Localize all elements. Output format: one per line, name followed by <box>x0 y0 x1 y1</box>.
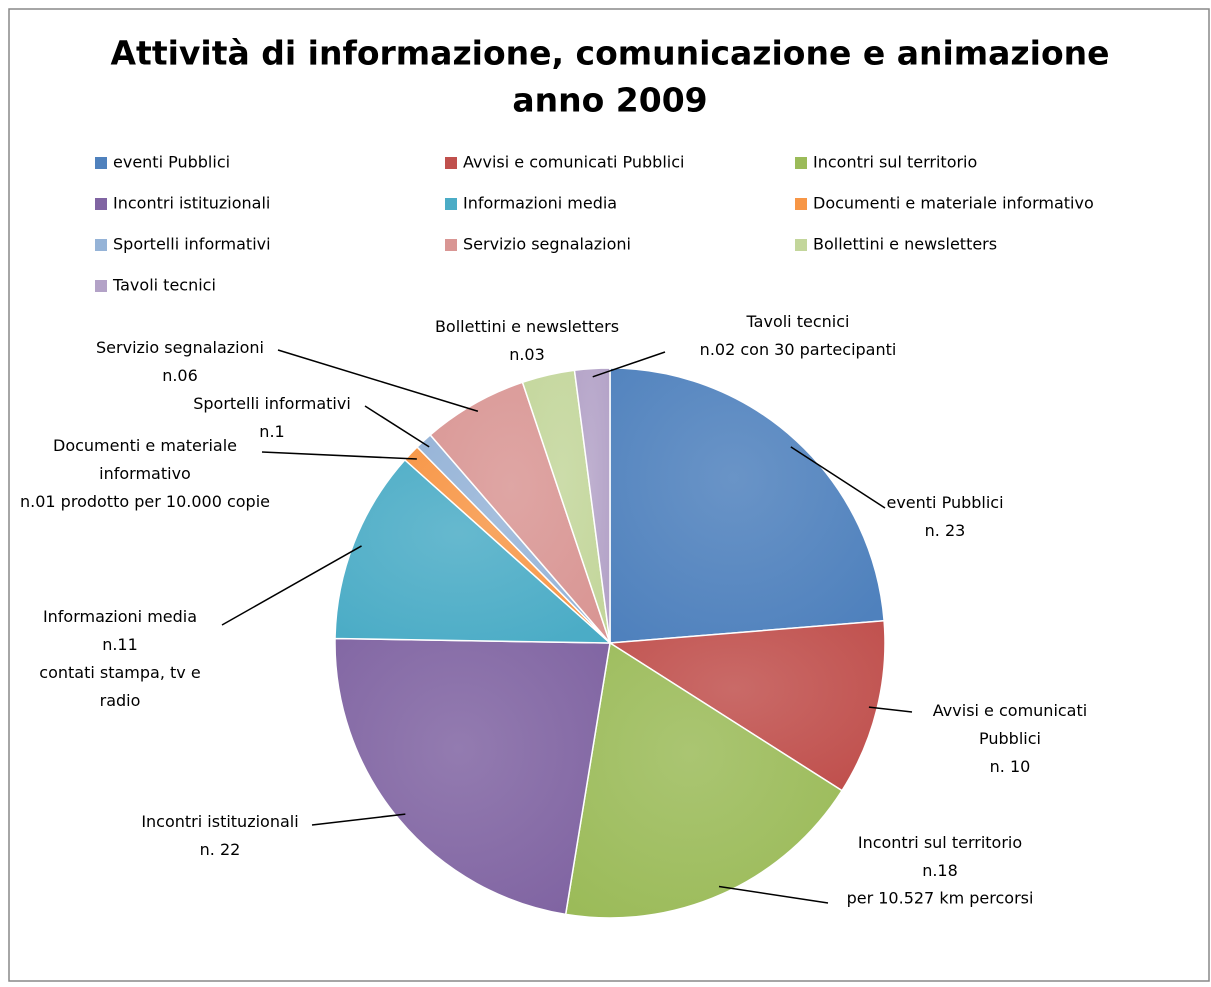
leader-line <box>790 446 886 509</box>
legend-label: Incontri istituzionali <box>113 194 270 213</box>
leader-line <box>718 885 829 904</box>
data-label-name: eventi Pubblici <box>886 493 1003 512</box>
leader-line <box>277 349 479 412</box>
data-label-value: n.1 <box>259 422 284 441</box>
data-label-value: n.06 <box>162 366 198 385</box>
legend-label: Tavoli tecnici <box>112 276 216 295</box>
legend-label: Documenti e materiale informativo <box>813 194 1094 213</box>
data-label-name: Informazioni media <box>43 607 197 626</box>
leader-line <box>364 405 430 448</box>
value-label: n.11 <box>102 635 138 654</box>
legend-swatch <box>445 157 457 169</box>
leader-line <box>221 545 362 626</box>
chart-title: Attività di informazione, comunicazione … <box>111 34 1110 73</box>
legend-label: Informazioni media <box>463 194 617 213</box>
legend-label: Incontri sul territorio <box>813 153 977 172</box>
value-label: n.03 <box>509 345 545 364</box>
pie-slice <box>334 458 613 644</box>
pie-slice <box>573 367 611 644</box>
pie-slice <box>609 367 885 644</box>
data-label-name: Bollettini e newsletters <box>435 317 619 336</box>
value-note: con 30 partecipanti <box>735 340 896 359</box>
data-label-name: Servizio segnalazioni <box>96 338 264 357</box>
legend-swatch <box>795 157 807 169</box>
value-label: n.01 <box>20 492 56 511</box>
legend-swatch <box>795 198 807 210</box>
legend-label: Avvisi e comunicati Pubblici <box>463 153 684 172</box>
legend-label: Bollettini e newsletters <box>813 235 997 254</box>
data-label-value: n.03 <box>509 345 545 364</box>
value-label: n.02 <box>700 340 736 359</box>
legend-label: Sportelli informativi <box>113 235 271 254</box>
legend-swatch <box>445 198 457 210</box>
pie-slice <box>334 637 611 916</box>
value-label: n.1 <box>259 422 284 441</box>
legend-swatch <box>795 239 807 251</box>
data-label-name: Documenti e materiale informativo <box>53 436 237 483</box>
value-note: prodotto per 10.000 copie <box>56 492 270 511</box>
legend-swatch <box>445 239 457 251</box>
data-label-value: n. 22 <box>200 840 241 859</box>
value-label: n. 23 <box>925 521 966 540</box>
legend-label: eventi Pubblici <box>113 153 230 172</box>
data-label-value: n.02 con 30 partecipanti <box>700 340 897 359</box>
data-label-value: n.01 prodotto per 10.000 copie <box>20 492 270 511</box>
leader-line <box>311 813 406 826</box>
data-label-value: n.11 <box>102 635 138 654</box>
legend-label: Servizio segnalazioni <box>463 235 631 254</box>
leader-line <box>592 351 666 378</box>
legend-swatch <box>95 198 107 210</box>
value-label: n.18 <box>922 861 958 880</box>
data-label-name: Incontri istituzionali <box>141 812 298 831</box>
data-label-value: n. 23 <box>925 521 966 540</box>
leader-line <box>261 451 417 460</box>
data-label-name: Incontri sul territorio <box>858 833 1022 852</box>
data-label-name: Avvisi e comunicati Pubblici <box>933 701 1087 748</box>
value-note: contati stampa, tv e radio <box>39 663 200 710</box>
data-label-name: Sportelli informativi <box>193 394 351 413</box>
data-label-name: Tavoli tecnici <box>746 312 850 331</box>
chart-title: anno 2009 <box>512 81 707 120</box>
pie-slice <box>564 641 844 919</box>
value-label: n. 10 <box>990 757 1031 776</box>
legend-swatch <box>95 239 107 251</box>
value-note: per 10.527 km percorsi <box>847 889 1034 908</box>
data-label-value: n. 10 <box>990 757 1031 776</box>
pie-slice <box>607 619 886 792</box>
legend-swatch <box>95 280 107 292</box>
value-label: n.06 <box>162 366 198 385</box>
data-label-value: n.18 <box>922 861 958 880</box>
legend-swatch <box>95 157 107 169</box>
value-label: n. 22 <box>200 840 241 859</box>
leader-line <box>868 706 913 713</box>
